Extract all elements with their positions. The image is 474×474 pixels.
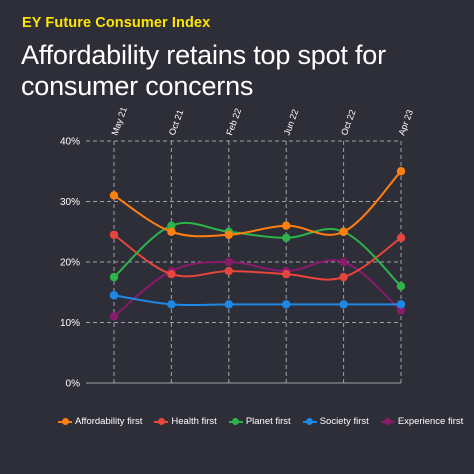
series-health-first (109, 230, 406, 282)
series-line-affordability-first (113, 170, 402, 238)
data-point-affordability-first (339, 227, 348, 236)
series-line-society-first (113, 294, 401, 307)
legend-item-planet-first: Planet first (228, 416, 291, 427)
legend-item-experience-first: Experience first (380, 416, 464, 427)
data-point-society-first (224, 300, 233, 309)
legend-label: Health first (171, 416, 217, 427)
series-society-first (109, 291, 406, 309)
legend-label: Society first (319, 416, 369, 427)
series-line-health-first (113, 233, 402, 281)
data-point-affordability-first (224, 230, 233, 239)
legend-swatch (302, 418, 317, 426)
legend-label: Experience first (397, 416, 464, 427)
chart-legend: Affordability first Health first Planet fi… (58, 416, 463, 427)
series-line-planet-first (113, 221, 402, 287)
data-point-affordability-first (396, 167, 406, 176)
y-tick-label: 10% (60, 318, 80, 329)
legend-swatch-dot (232, 418, 240, 425)
x-tick-label: Jun 22 (282, 108, 301, 137)
data-point-planet-first (167, 221, 176, 230)
data-point-society-first (339, 300, 348, 309)
data-point-planet-first (109, 272, 119, 282)
legend-label: Affordability first (75, 416, 143, 427)
x-tick-label: Feb 22 (224, 107, 243, 137)
data-point-planet-first (282, 233, 291, 242)
grid-lines: 40% 30% 20% 10% 0% May 21 Oct 21 Feb 22 Jun 22 Oc… (60, 106, 415, 390)
data-point-society-first (109, 291, 119, 300)
data-point-experience-first (224, 257, 233, 267)
x-tick-label: Oct 21 (167, 108, 185, 136)
data-point-society-first (396, 300, 406, 309)
data-point-society-first (282, 300, 291, 309)
y-tick-label: 0% (66, 379, 81, 390)
data-point-planet-first (396, 282, 406, 291)
y-tick-label: 40% (60, 137, 80, 148)
legend-swatch (154, 418, 169, 426)
legend-item-health-first: Health first (154, 416, 217, 427)
legend-swatch-dot (61, 418, 69, 425)
legend-swatch-dot (306, 418, 314, 425)
data-point-affordability-first (167, 227, 176, 236)
data-point-health-first (396, 233, 406, 242)
y-tick-label: 20% (60, 258, 80, 269)
data-point-experience-first (339, 257, 348, 267)
series-experience-first (109, 257, 406, 321)
series-planet-first (109, 221, 406, 291)
data-point-affordability-first (109, 191, 119, 200)
x-tick-label: Oct 22 (339, 108, 357, 136)
data-point-health-first (167, 269, 176, 279)
data-point-experience-first (396, 306, 406, 315)
data-point-health-first (339, 272, 348, 282)
legend-swatch (380, 418, 395, 426)
legend-item-society-first: Society first (302, 416, 369, 427)
series-affordability-first (109, 167, 406, 239)
data-point-experience-first (109, 312, 119, 321)
brand-label: EY Future Consumer Index (22, 15, 211, 31)
data-point-health-first (282, 269, 291, 279)
legend-label: Planet first (245, 416, 291, 427)
y-tick-label: 30% (60, 197, 80, 208)
legend-item-affordability-first: Affordability first (58, 416, 142, 427)
x-tick-label: May 21 (109, 106, 128, 137)
legend-swatch-dot (384, 418, 392, 425)
chart-title: Affordability retains top spot for consu… (21, 40, 386, 101)
data-point-society-first (167, 300, 176, 309)
legend-swatch (228, 418, 243, 426)
legend-swatch (58, 418, 72, 426)
data-point-health-first (109, 230, 119, 239)
data-point-affordability-first (282, 221, 291, 230)
x-tick-label: Apr 23 (396, 108, 414, 136)
series-line-experience-first (113, 259, 402, 318)
legend-swatch-dot (157, 418, 165, 425)
data-point-health-first (224, 266, 233, 276)
